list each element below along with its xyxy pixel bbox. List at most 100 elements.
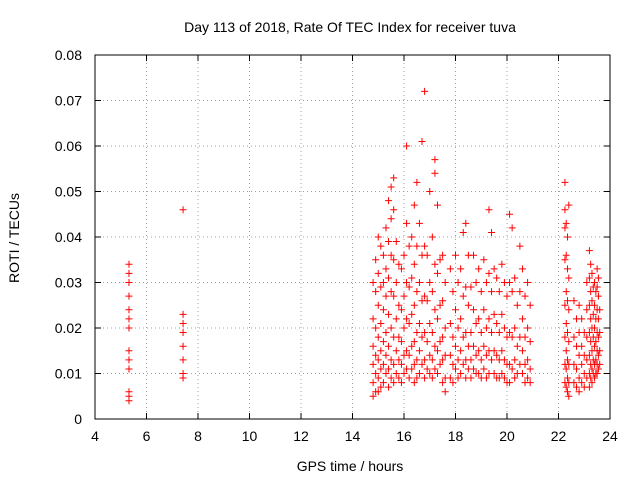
data-point-marker [449, 379, 457, 387]
data-point-marker [439, 379, 447, 387]
data-point-marker [369, 315, 377, 323]
data-point-marker [436, 256, 444, 264]
data-point-marker [480, 306, 488, 314]
data-point-marker [408, 342, 416, 350]
data-point-marker [585, 351, 593, 359]
data-point-marker [573, 365, 581, 373]
data-point-marker [403, 219, 411, 227]
data-point-marker [374, 356, 382, 364]
data-point-marker [428, 356, 436, 364]
y-tick-label: 0.02 [55, 320, 82, 336]
data-point-marker [125, 260, 133, 268]
data-point-marker [372, 351, 380, 359]
data-point-marker [439, 251, 447, 259]
y-tick-label: 0.06 [55, 138, 82, 154]
data-point-marker [578, 342, 586, 350]
y-tick-label: 0.03 [55, 275, 82, 291]
data-point-marker [583, 279, 591, 286]
data-point-marker [594, 333, 602, 341]
data-point-marker [594, 274, 602, 282]
data-point-marker [179, 342, 187, 350]
data-point-marker [439, 297, 447, 305]
data-point-marker [439, 356, 447, 364]
data-point-marker [495, 329, 503, 337]
data-point-marker [446, 374, 454, 382]
data-point-marker [395, 374, 403, 382]
data-point-marker [403, 142, 411, 150]
data-point-marker [418, 333, 426, 341]
data-point-marker [395, 301, 403, 309]
data-point-marker [477, 356, 485, 364]
data-point-marker [488, 329, 496, 337]
data-point-marker [562, 219, 570, 227]
data-point-marker [431, 260, 439, 268]
data-point-marker [428, 233, 436, 241]
data-point-marker [415, 370, 423, 377]
data-point-marker [379, 306, 387, 314]
data-point-marker [565, 392, 573, 400]
data-point-marker [500, 374, 508, 382]
data-point-marker [470, 365, 478, 373]
data-point-marker [415, 279, 423, 286]
data-point-marker [498, 260, 506, 268]
x-tick-label: 4 [91, 428, 99, 444]
data-point-marker [395, 356, 403, 364]
data-point-marker [431, 342, 439, 350]
data-point-marker [490, 370, 498, 377]
data-point-marker [506, 360, 514, 368]
data-point-marker [457, 315, 465, 323]
data-point-marker [423, 251, 431, 259]
data-point-marker [421, 356, 429, 364]
data-point-marker [397, 338, 405, 346]
data-point-marker [125, 397, 133, 405]
data-point-marker [179, 356, 187, 364]
data-point-marker [125, 306, 133, 314]
data-point-marker [436, 360, 444, 368]
data-point-marker [415, 347, 423, 355]
data-point-marker [377, 365, 385, 373]
data-point-marker [433, 269, 441, 277]
data-point-marker [397, 379, 405, 387]
data-point-marker [526, 338, 534, 346]
data-point-marker [405, 242, 413, 250]
data-point-marker [570, 297, 578, 305]
data-point-marker [578, 315, 586, 323]
data-point-marker [390, 206, 398, 214]
data-point-marker [385, 383, 393, 391]
data-point-marker [593, 370, 601, 377]
data-point-marker [390, 360, 398, 368]
data-point-marker [518, 315, 526, 323]
data-point-marker [488, 228, 496, 236]
plot-frame [94, 54, 611, 420]
data-point-marker [472, 351, 480, 359]
data-point-marker [413, 178, 421, 186]
data-point-marker [490, 265, 498, 273]
data-point-marker [467, 329, 475, 337]
data-point-marker [369, 379, 377, 387]
data-point-marker [408, 310, 416, 318]
data-point-marker [369, 360, 377, 368]
data-point-marker [564, 297, 572, 305]
data-point-marker [521, 333, 529, 341]
data-point-marker [446, 265, 454, 273]
data-point-marker [592, 356, 600, 364]
data-point-marker [421, 292, 429, 300]
data-point-marker [410, 360, 418, 368]
data-point-marker [516, 242, 524, 250]
data-point-marker [562, 347, 570, 355]
data-point-marker [482, 351, 490, 359]
data-point-marker [561, 333, 569, 341]
x-tick-label: 18 [448, 428, 464, 444]
data-point-marker [591, 279, 599, 286]
data-point-marker [511, 324, 519, 332]
data-point-marker [372, 324, 380, 332]
data-point-marker [179, 329, 187, 337]
data-point-marker [379, 338, 387, 346]
data-point-marker [413, 356, 421, 364]
data-point-marker [415, 319, 423, 327]
data-point-marker [488, 288, 496, 296]
chart-title: Day 113 of 2018, Rate Of TEC Index for r… [184, 19, 516, 35]
data-point-marker [423, 297, 431, 305]
data-point-marker [400, 324, 408, 332]
x-axis-ticks: 4 6 8 10 12 14 16 18 20 22 24 [91, 55, 618, 444]
